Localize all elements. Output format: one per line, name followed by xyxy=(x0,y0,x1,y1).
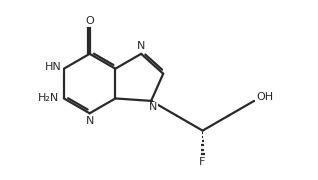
Text: N: N xyxy=(86,116,94,126)
Text: H₂N: H₂N xyxy=(38,93,59,103)
Text: F: F xyxy=(199,157,205,167)
Text: N: N xyxy=(149,102,157,112)
Text: OH: OH xyxy=(256,92,273,102)
Text: O: O xyxy=(85,16,94,26)
Text: N: N xyxy=(137,41,145,51)
Text: HN: HN xyxy=(45,62,62,72)
